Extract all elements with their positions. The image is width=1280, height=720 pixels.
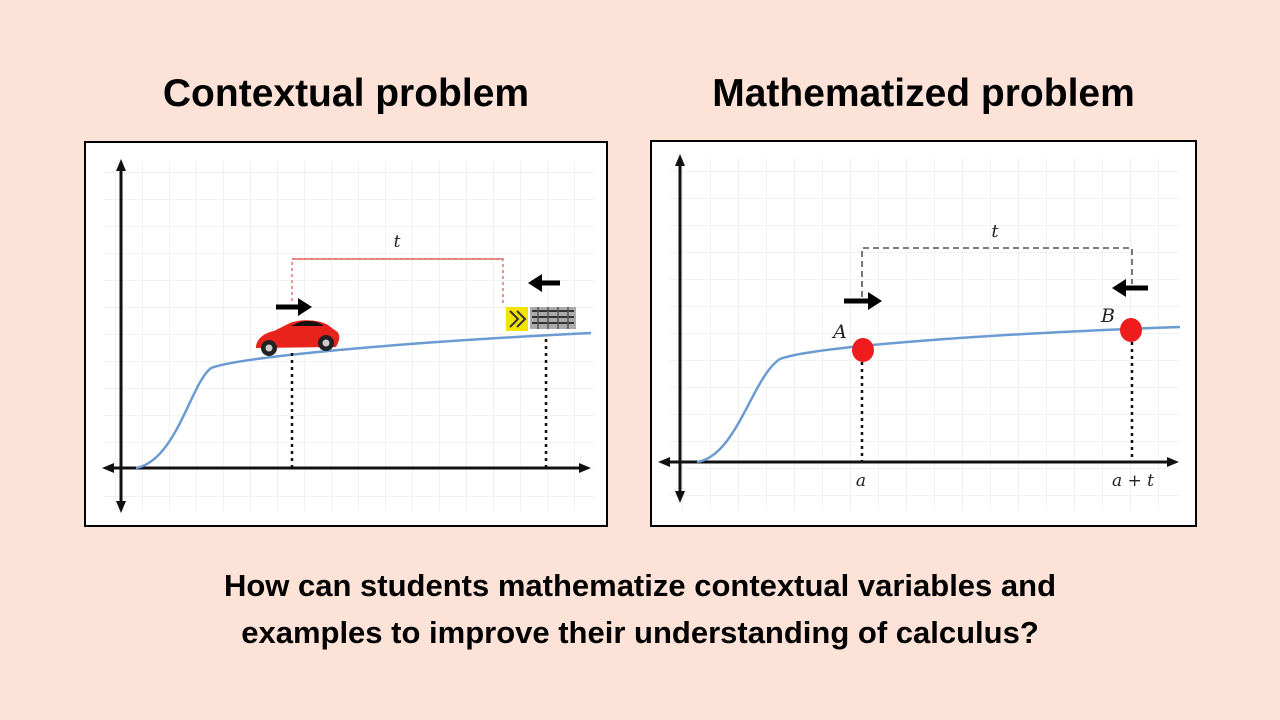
point-a-label: A [831,321,847,343]
interval-bracket [861,247,1133,297]
arrow-right-icon [844,292,882,310]
question-line-1: How can students mathematize contextual … [223,568,1057,603]
contextual-diagram: t [102,159,594,513]
interval-bracket [291,258,504,303]
x-label-a: a [856,471,866,491]
arrow-left-icon [1112,279,1148,297]
mathematized-diagram-panel: t A B a a + t [650,140,1197,527]
curve [135,331,592,470]
grid [670,158,1180,510]
point-b-label: B [1100,305,1115,327]
mathematized-problem-title: Mathematized problem [712,72,1135,115]
curve [696,325,1181,464]
contextual-problem-title: Contextual problem [162,72,530,115]
car-icon [256,320,340,356]
mathematized-diagram: t A B a a + t [658,154,1181,510]
truck-icon [506,307,576,331]
arrow-left-icon [528,274,560,292]
question-line-2: examples to improve their understanding … [241,615,1039,650]
point-a [852,338,874,362]
interval-label: t [991,221,999,242]
x-label-a-plus-t: a + t [1112,471,1154,491]
axes [658,154,1179,503]
guiding-question: How can students mathematize contextual … [100,562,1180,656]
axes [102,159,591,513]
contextual-diagram-panel: t [84,141,608,527]
arrow-right-icon [276,298,312,316]
point-b [1120,318,1142,342]
interval-label: t [394,232,401,252]
